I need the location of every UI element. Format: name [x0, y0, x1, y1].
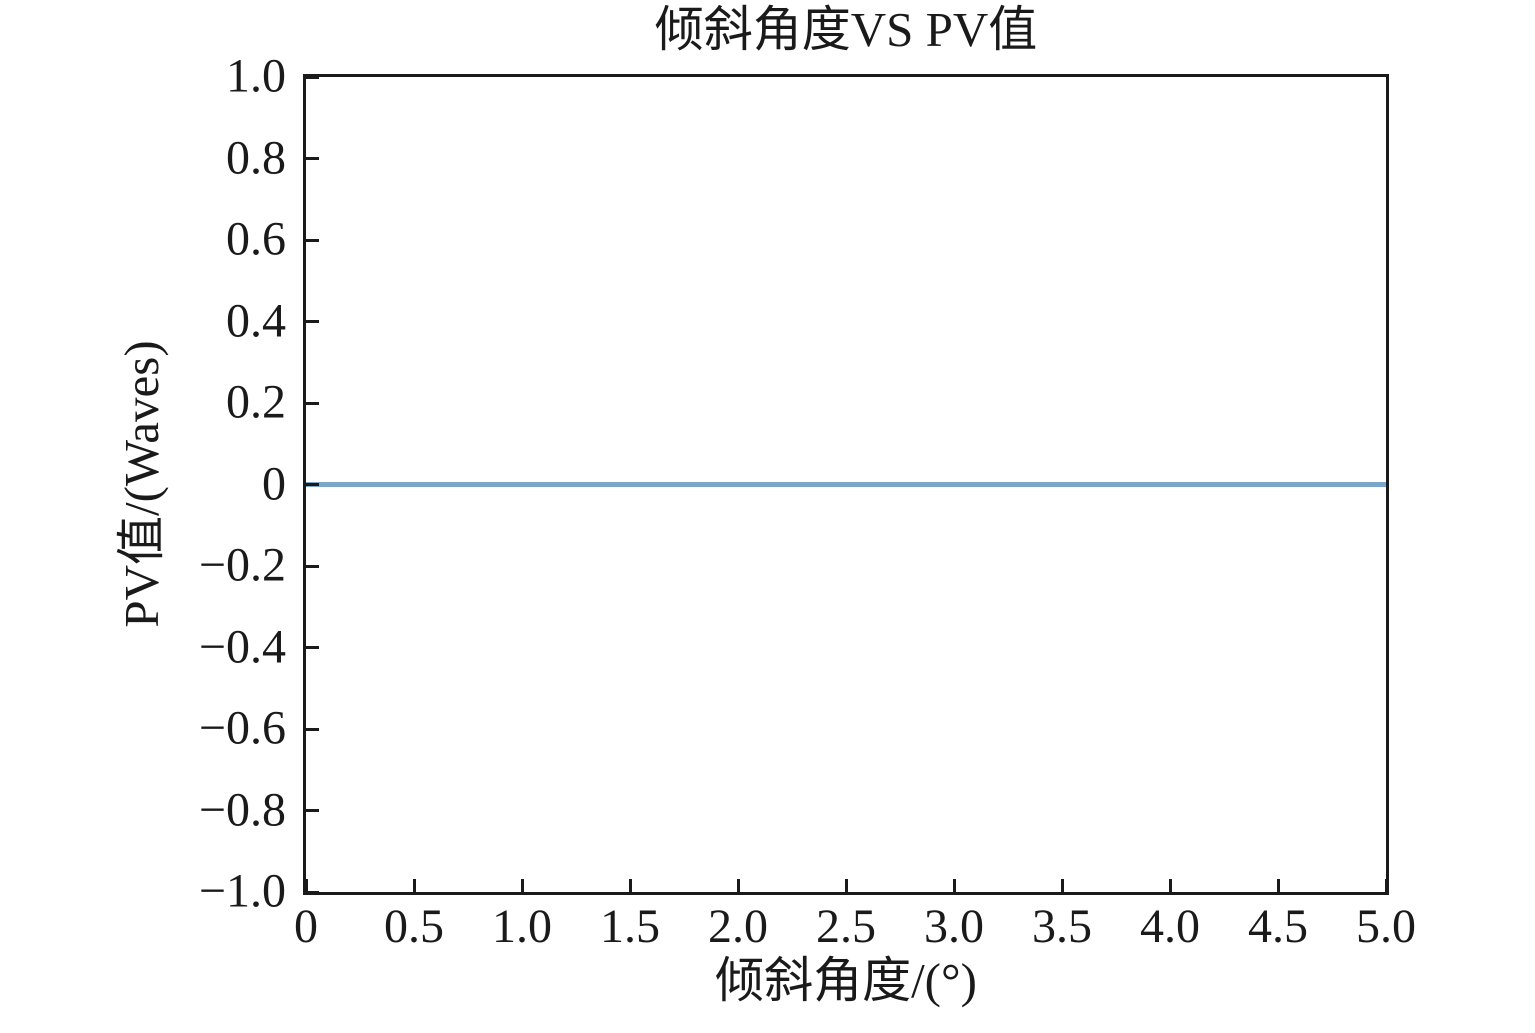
x-tick [628, 879, 632, 892]
x-tick [1168, 879, 1172, 892]
chart-title: 倾斜角度VS PV值 [654, 2, 1038, 57]
y-tick [306, 75, 319, 79]
x-tick-label: 3.5 [1032, 900, 1092, 953]
y-tick [306, 890, 319, 894]
y-tick [306, 564, 319, 568]
y-tick-label: −1.0 [198, 864, 286, 918]
x-tick-label: 5.0 [1356, 900, 1416, 953]
x-tick [952, 879, 956, 892]
x-tick [844, 879, 848, 892]
x-tick-label: 4.5 [1248, 900, 1308, 953]
x-tick-label: 0 [294, 900, 318, 953]
y-tick [306, 238, 319, 242]
y-tick [306, 727, 319, 731]
x-tick-label: 3.0 [924, 900, 984, 953]
plot-area [303, 74, 1389, 895]
x-tick-label: 1.5 [600, 900, 660, 953]
y-tick-label: −0.8 [198, 783, 286, 837]
pv-line-series [306, 482, 1386, 487]
y-tick-label: 0.2 [226, 375, 286, 429]
y-tick-label: 1.0 [226, 49, 286, 103]
y-tick [306, 646, 319, 649]
y-tick-label: 0.4 [226, 294, 286, 348]
x-tick [736, 879, 740, 892]
y-tick [306, 157, 319, 160]
y-tick-label: −0.2 [198, 538, 286, 592]
x-axis-label: 倾斜角度/(°) [715, 953, 977, 1008]
x-tick-label: 2.5 [816, 900, 876, 953]
x-tick [1276, 879, 1280, 892]
y-tick [306, 483, 319, 486]
x-tick-label: 2.0 [708, 900, 768, 953]
y-tick [306, 401, 319, 405]
y-tick [306, 809, 319, 812]
y-tick-label: −0.4 [198, 620, 286, 674]
x-tick-label: 1.0 [492, 900, 552, 953]
x-tick [304, 879, 308, 892]
x-tick [1060, 879, 1064, 892]
x-tick-label: 0.5 [384, 900, 444, 953]
y-axis-label: PV值/(Waves) [114, 340, 170, 628]
y-tick-label: 0 [262, 457, 286, 511]
y-tick-label: 0.6 [226, 212, 286, 266]
x-tick [412, 879, 416, 892]
y-tick [306, 320, 319, 323]
x-tick [520, 879, 524, 892]
x-tick [1384, 879, 1388, 892]
x-tick-label: 4.0 [1140, 900, 1200, 953]
y-tick-label: −0.6 [198, 701, 286, 755]
y-tick-label: 0.8 [226, 131, 286, 185]
